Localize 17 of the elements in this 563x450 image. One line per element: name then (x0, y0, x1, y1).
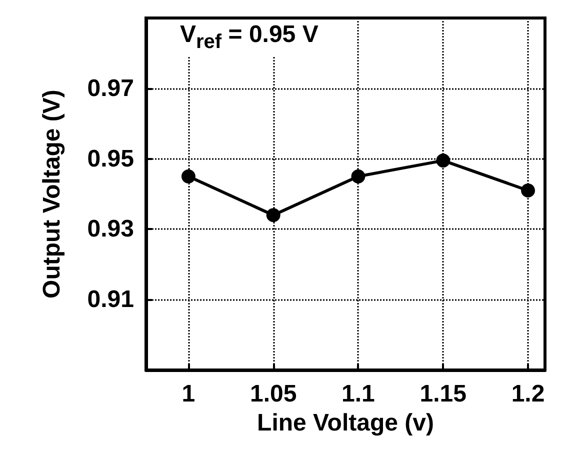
y-tick-label: 0.95 (87, 145, 134, 172)
x-tick-label: 1.05 (250, 380, 297, 408)
point (266, 208, 280, 222)
annotation: V$_{ref}$ = 0.95 V (180, 20, 318, 57)
y-tick-label: 0.93 (87, 216, 134, 243)
x-tick-label: 1.1 (342, 380, 375, 408)
point (351, 169, 366, 184)
x-tick-label: 1 (182, 380, 196, 408)
y-tick-label: 0.91 (87, 286, 134, 314)
x-tick-label: 1.15 (420, 380, 466, 408)
y-tick-label: 0.97 (87, 74, 134, 102)
point (181, 169, 196, 184)
point (436, 154, 450, 168)
x-tick-label: 1.2 (511, 380, 545, 408)
x-axis-title: Line Voltage (v) (257, 409, 434, 436)
y-axis-title: Output Voltage (V) (38, 90, 66, 298)
point (521, 183, 536, 198)
